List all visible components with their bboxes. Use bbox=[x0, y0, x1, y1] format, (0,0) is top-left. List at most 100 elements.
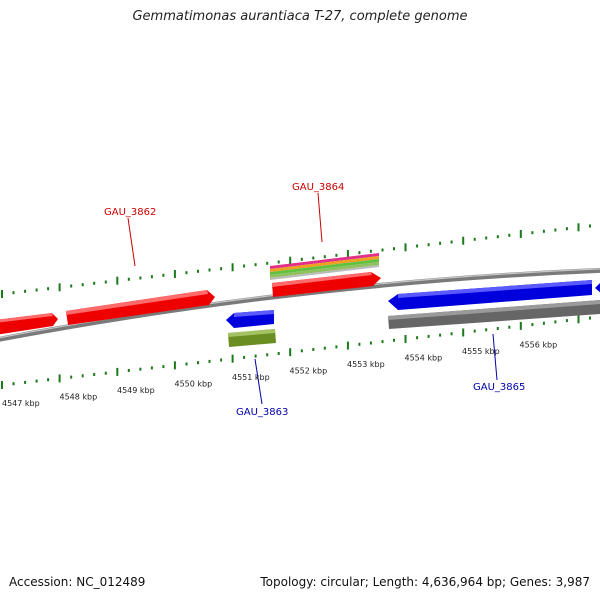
minor-tick bbox=[508, 325, 511, 329]
minor-tick bbox=[70, 284, 73, 288]
minor-tick bbox=[565, 227, 568, 231]
gene-label-gau3864: GAU_3864 bbox=[292, 182, 344, 193]
major-tick bbox=[231, 263, 234, 272]
major-tick bbox=[289, 348, 292, 357]
minor-tick bbox=[243, 355, 246, 359]
major-tick bbox=[346, 341, 349, 350]
minor-tick bbox=[416, 336, 419, 340]
minor-tick bbox=[427, 243, 430, 247]
major-tick bbox=[404, 243, 407, 252]
scale-tick-label: 4549 kbp bbox=[117, 386, 155, 395]
scale-tick-label: 4555 kbp bbox=[462, 347, 500, 356]
genome-backbone-highlight bbox=[0, 268, 600, 339]
minor-tick bbox=[496, 235, 499, 239]
minor-tick bbox=[47, 287, 50, 291]
gene-label-gau3862: GAU_3862 bbox=[104, 207, 156, 218]
minor-tick bbox=[439, 241, 442, 245]
minor-tick bbox=[254, 263, 257, 267]
forward-gene-gau3862[interactable] bbox=[66, 290, 215, 325]
minor-tick bbox=[35, 288, 38, 292]
major-tick bbox=[231, 354, 234, 363]
scale-tick-label: 4551 kbp bbox=[232, 373, 270, 382]
minor-tick bbox=[542, 321, 545, 325]
minor-tick bbox=[369, 341, 372, 345]
reverse-gene-gau3865[interactable] bbox=[388, 280, 592, 310]
minor-tick bbox=[150, 366, 153, 370]
minor-tick bbox=[24, 289, 27, 293]
major-tick bbox=[1, 290, 3, 298]
minor-tick bbox=[300, 257, 303, 261]
minor-tick bbox=[508, 233, 511, 237]
minor-tick bbox=[243, 264, 246, 268]
forward-gene-left[interactable] bbox=[0, 313, 58, 335]
minor-tick bbox=[208, 359, 211, 363]
minor-tick bbox=[416, 244, 419, 248]
reverse-gene-right-edge[interactable] bbox=[595, 281, 600, 294]
major-tick bbox=[58, 283, 61, 292]
gau3864-annotation-stripes bbox=[270, 253, 379, 280]
major-tick bbox=[462, 236, 465, 245]
scale-tick-label: 4553 kbp bbox=[347, 360, 385, 369]
minor-tick bbox=[277, 260, 280, 264]
minor-tick bbox=[254, 354, 257, 358]
minor-tick bbox=[485, 328, 488, 332]
minor-tick bbox=[127, 369, 130, 372]
gene-label-gau3865: GAU_3865 bbox=[473, 382, 525, 393]
minor-tick bbox=[589, 224, 591, 228]
scale-tick-label: 4554 kbp bbox=[405, 354, 443, 363]
minor-tick bbox=[277, 352, 280, 355]
major-tick bbox=[577, 223, 580, 232]
accession-label: Accession: NC_012489 bbox=[9, 575, 146, 589]
major-tick bbox=[116, 276, 119, 285]
minor-tick bbox=[496, 327, 499, 330]
minor-tick bbox=[473, 329, 476, 333]
minor-tick bbox=[81, 374, 84, 378]
minor-tick bbox=[197, 361, 199, 365]
minor-tick bbox=[393, 247, 395, 251]
minor-tick bbox=[589, 316, 591, 320]
minor-tick bbox=[393, 338, 395, 342]
minor-tick bbox=[104, 371, 107, 375]
minor-tick bbox=[300, 349, 303, 353]
minor-tick bbox=[381, 248, 384, 252]
scale-tick-labels: 4547 kbp 4548 kbp 4549 kbp 4550 kbp 4551 kbp… bbox=[2, 341, 557, 409]
minor-tick bbox=[531, 231, 534, 235]
major-tick bbox=[519, 230, 522, 238]
minor-tick bbox=[427, 334, 430, 338]
minor-tick bbox=[266, 261, 269, 265]
minor-tick bbox=[531, 323, 534, 327]
major-tick bbox=[1, 381, 3, 389]
minor-tick bbox=[104, 280, 107, 284]
minor-tick bbox=[485, 236, 488, 240]
olive-gene-gau3863[interactable] bbox=[228, 329, 276, 347]
gau3863-leader bbox=[254, 358, 263, 405]
major-tick bbox=[58, 374, 61, 383]
major-tick bbox=[173, 270, 176, 278]
minor-tick bbox=[542, 229, 545, 233]
minor-tick bbox=[554, 320, 557, 324]
minor-tick bbox=[24, 380, 27, 384]
minor-tick bbox=[139, 367, 142, 371]
major-tick bbox=[346, 250, 349, 258]
minor-tick bbox=[323, 255, 326, 259]
gau3865-leader bbox=[492, 333, 498, 381]
forward-gene-gau3864[interactable] bbox=[272, 272, 381, 297]
minor-tick bbox=[81, 283, 84, 287]
scale-tick-label: 4548 kbp bbox=[60, 393, 98, 402]
scale-tick-label: 4552 kbp bbox=[290, 367, 328, 376]
minor-tick bbox=[127, 277, 130, 281]
minor-tick bbox=[323, 346, 326, 350]
minor-tick bbox=[162, 365, 165, 369]
minor-tick bbox=[335, 345, 338, 349]
major-tick bbox=[519, 321, 522, 330]
reverse-gene-gau3863[interactable] bbox=[226, 310, 274, 328]
reverse-tick-track bbox=[1, 315, 591, 389]
minor-tick bbox=[93, 373, 96, 376]
minor-tick bbox=[312, 256, 315, 260]
major-tick bbox=[289, 256, 292, 265]
minor-tick bbox=[358, 251, 361, 255]
minor-tick bbox=[162, 273, 165, 277]
major-tick bbox=[577, 315, 580, 324]
